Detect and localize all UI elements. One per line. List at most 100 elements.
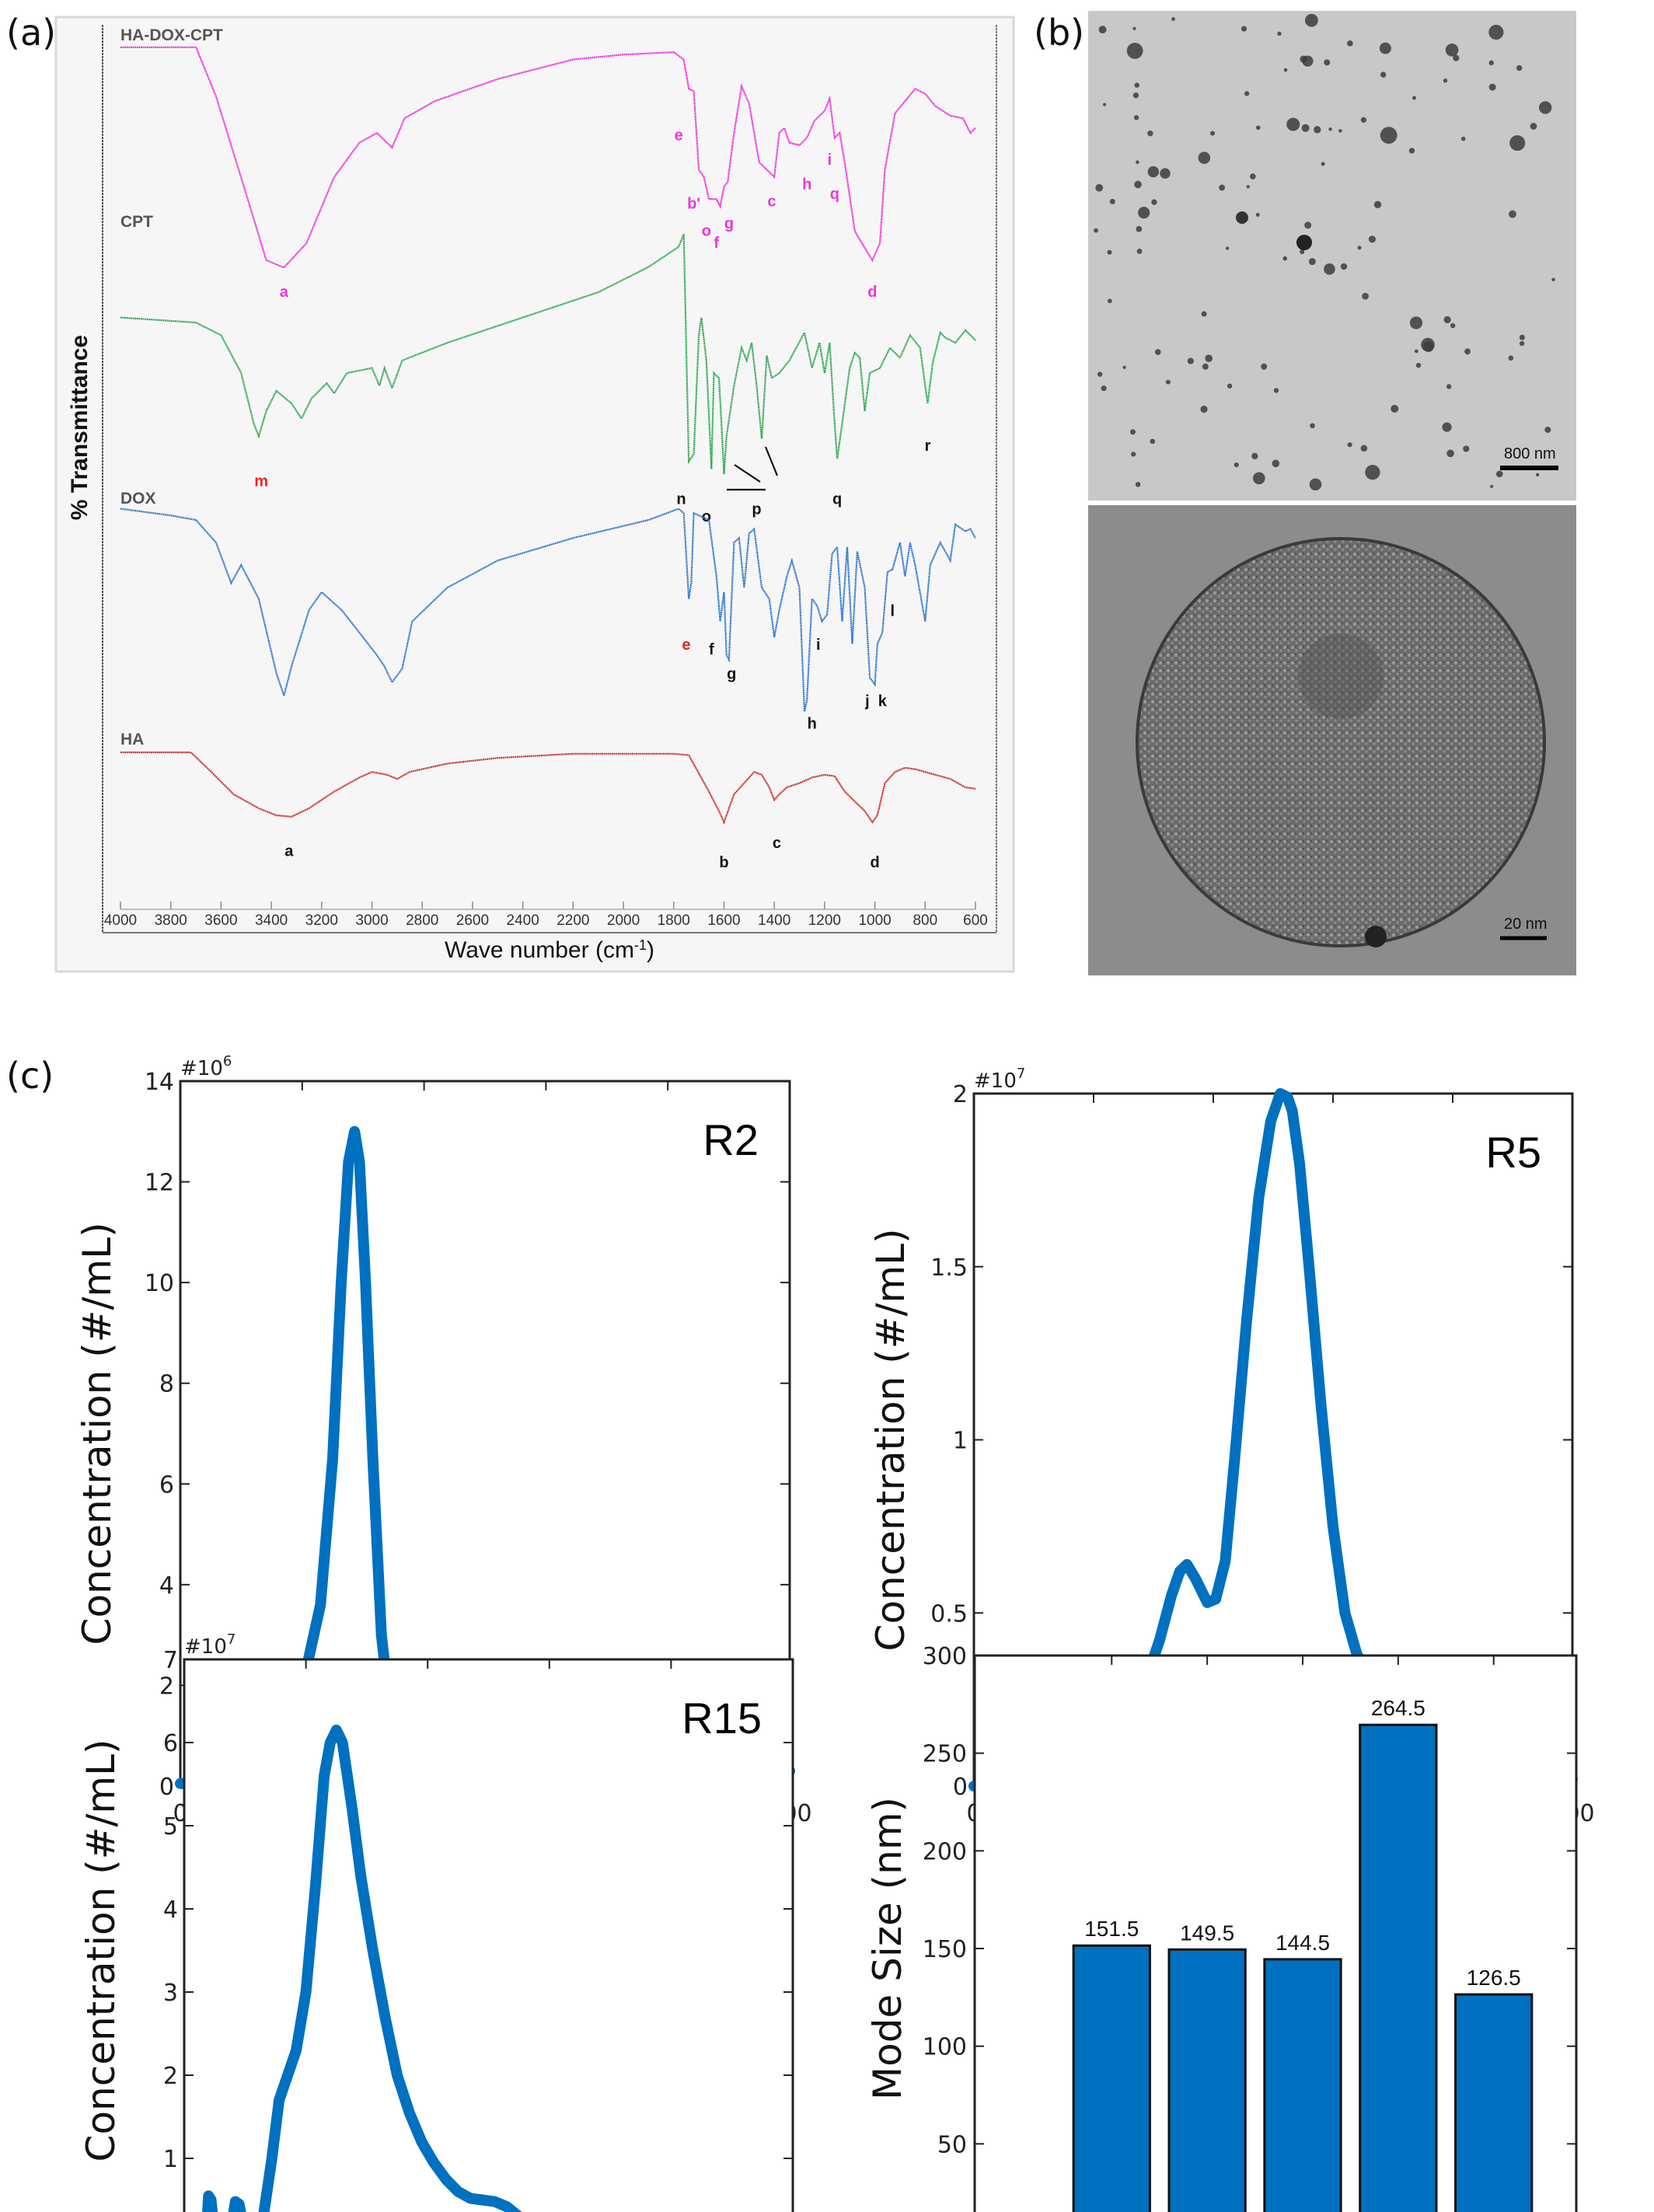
tem-particle: [1443, 316, 1451, 323]
tem-particle: [1255, 212, 1260, 217]
y-tick-label: 0.5: [930, 1600, 968, 1628]
tem-particle: [1136, 225, 1143, 232]
y-axis-title: Mode Size (nm): [865, 1797, 910, 2100]
tem-particle: [1450, 323, 1456, 329]
ftir-y-axis-title: % Transmittance: [67, 335, 92, 520]
ftir-x-tick-label: 2600: [456, 912, 489, 929]
tem-particle: [1198, 152, 1211, 164]
ftir-peak-label: i: [828, 152, 832, 169]
ftir-x-tick-label: 3400: [255, 912, 288, 929]
tem-particle: [1463, 445, 1470, 452]
tem-particle: [1219, 184, 1226, 191]
tem-particle: [1301, 124, 1310, 132]
tem-particle: [1314, 126, 1321, 134]
y-tick-label: 0: [953, 1774, 968, 1801]
tem-particle: [1496, 470, 1503, 478]
ftir-x-tick-label: 3800: [155, 912, 187, 929]
tem-particle: [1154, 349, 1161, 355]
y-axis-title: Concentration (#/mL): [79, 1739, 124, 2162]
tem-particle: [1324, 59, 1331, 66]
tem-particle: [1460, 136, 1466, 141]
ftir-peak-label: q: [830, 186, 839, 203]
tem-particles: [1094, 13, 1555, 491]
y-tick-label: 150: [923, 1936, 967, 1963]
y-tick-label: 1.5: [930, 1254, 968, 1282]
tem-particle: [1445, 44, 1459, 57]
tem-particle: [1304, 222, 1312, 229]
ftir-x-tick-label: 2800: [406, 912, 438, 929]
ftir-x-tick-label: 2200: [557, 912, 589, 929]
y-multiplier-exp: 6: [223, 1053, 232, 1069]
tem-particle: [1324, 263, 1335, 275]
plot-frame: [183, 1658, 794, 2212]
ftir-x-tick-label: 1200: [808, 912, 841, 929]
ftir-x-axis-title: Wave number (cm-1): [445, 937, 654, 963]
ftir-peak-label: k: [878, 693, 888, 710]
ftir-peak-label: g: [727, 666, 736, 683]
tem-particle: [1122, 365, 1126, 369]
ftir-peak-label: g: [724, 215, 734, 232]
tem-particle: [1095, 183, 1104, 192]
ftir-peak-label: o: [702, 222, 711, 239]
tem-particle: [1530, 123, 1537, 130]
tem-particle: [1347, 442, 1352, 448]
nanoparticle: [1136, 537, 1546, 947]
y-multiplier-base: #10: [184, 1635, 227, 1659]
tem-particle: [1273, 388, 1279, 393]
tem-particle: [1446, 384, 1452, 389]
tem-particle: [1321, 162, 1325, 166]
tem-particle: [1234, 462, 1239, 468]
tem-particle: [1391, 404, 1399, 413]
tem-particle: [1551, 277, 1555, 281]
ftir-peak-label: n: [676, 490, 686, 508]
ftir-peak-label: h: [802, 176, 811, 193]
ftir-peak-label: b': [687, 196, 700, 213]
tem-particle: [1300, 249, 1305, 254]
ftir-x-tick-label: 1800: [658, 912, 690, 929]
tem-particle: [1253, 472, 1265, 485]
plot-tag: R15: [682, 1694, 762, 1743]
ftir-peak-label: c: [767, 193, 776, 210]
tem-particle: [1107, 298, 1112, 304]
y-tick-label: 14: [145, 1069, 174, 1096]
bar-r15: [1454, 1993, 1534, 2212]
ftir-x-ticks: 4000 3800 3600 3400 3200 3000 2800 2600 2400 2200…: [104, 902, 988, 929]
tem-particle: [1151, 199, 1157, 205]
tem-particle: [1535, 473, 1540, 476]
tem-particle: [1519, 334, 1525, 340]
tem-particle: [1409, 316, 1423, 330]
tem-particle: [1488, 83, 1496, 91]
tem-particle: [1132, 92, 1139, 99]
tem-particle: [1347, 40, 1353, 47]
ftir-peak-label: f: [714, 235, 719, 252]
tem-particle: [1488, 60, 1494, 66]
tem-particle: [1202, 363, 1209, 370]
y-tick-label: 5: [163, 1813, 178, 1840]
ftir-peak-label: i: [816, 637, 821, 654]
tem-particle: [1296, 235, 1312, 250]
tem-particle: [1138, 206, 1150, 219]
tem-particle: [1277, 31, 1282, 37]
tem-particle: [1310, 423, 1315, 429]
tem-particle: [1415, 362, 1422, 368]
tem-particle: [1147, 130, 1153, 137]
tem-particle: [1328, 127, 1332, 131]
ftir-series-name: HA-DOX-CPT: [120, 26, 223, 44]
tem-particle: [1134, 82, 1139, 88]
tem-particle: [1251, 452, 1258, 460]
ftir-series-line-ha: [120, 751, 976, 825]
y-axis-title: Concentration (#/mL): [868, 1229, 913, 1652]
tem-particle: [1519, 340, 1525, 347]
tem-particle: [1098, 26, 1107, 34]
y-tick-label: 50: [937, 2131, 967, 2158]
tem-particle: [1240, 26, 1247, 32]
tem-particle: [1109, 198, 1115, 204]
arrow-icon: [764, 446, 779, 476]
tem-particle: [1101, 386, 1107, 392]
tem-particle: [1380, 127, 1398, 144]
ftir-peak-label: r: [925, 438, 931, 455]
y-tick-label: 100: [923, 2034, 967, 2061]
nanoparticle-dark-spot: [1365, 926, 1387, 947]
